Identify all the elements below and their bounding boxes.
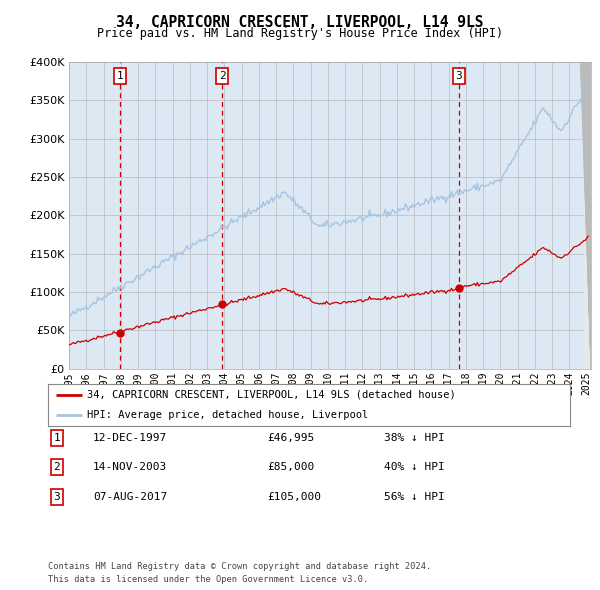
Text: 12-DEC-1997: 12-DEC-1997 (93, 433, 167, 442)
Text: 56% ↓ HPI: 56% ↓ HPI (384, 492, 445, 502)
Text: 34, CAPRICORN CRESCENT, LIVERPOOL, L14 9LS (detached house): 34, CAPRICORN CRESCENT, LIVERPOOL, L14 9… (87, 390, 456, 400)
Text: HPI: Average price, detached house, Liverpool: HPI: Average price, detached house, Live… (87, 411, 368, 420)
Text: 14-NOV-2003: 14-NOV-2003 (93, 463, 167, 472)
Bar (584, 62, 591, 369)
Text: 2: 2 (53, 463, 61, 472)
Text: 34, CAPRICORN CRESCENT, LIVERPOOL, L14 9LS: 34, CAPRICORN CRESCENT, LIVERPOOL, L14 9… (116, 15, 484, 30)
Text: Contains HM Land Registry data © Crown copyright and database right 2024.: Contains HM Land Registry data © Crown c… (48, 562, 431, 571)
Text: £105,000: £105,000 (267, 492, 321, 502)
Text: 1: 1 (116, 71, 123, 81)
Text: 07-AUG-2017: 07-AUG-2017 (93, 492, 167, 502)
Text: 38% ↓ HPI: 38% ↓ HPI (384, 433, 445, 442)
Text: 40% ↓ HPI: 40% ↓ HPI (384, 463, 445, 472)
Text: Price paid vs. HM Land Registry's House Price Index (HPI): Price paid vs. HM Land Registry's House … (97, 27, 503, 40)
Text: This data is licensed under the Open Government Licence v3.0.: This data is licensed under the Open Gov… (48, 575, 368, 584)
Text: 2: 2 (218, 71, 226, 81)
Text: 3: 3 (455, 71, 463, 81)
Text: £85,000: £85,000 (267, 463, 314, 472)
Text: 3: 3 (53, 492, 61, 502)
Text: £46,995: £46,995 (267, 433, 314, 442)
Text: 1: 1 (53, 433, 61, 442)
